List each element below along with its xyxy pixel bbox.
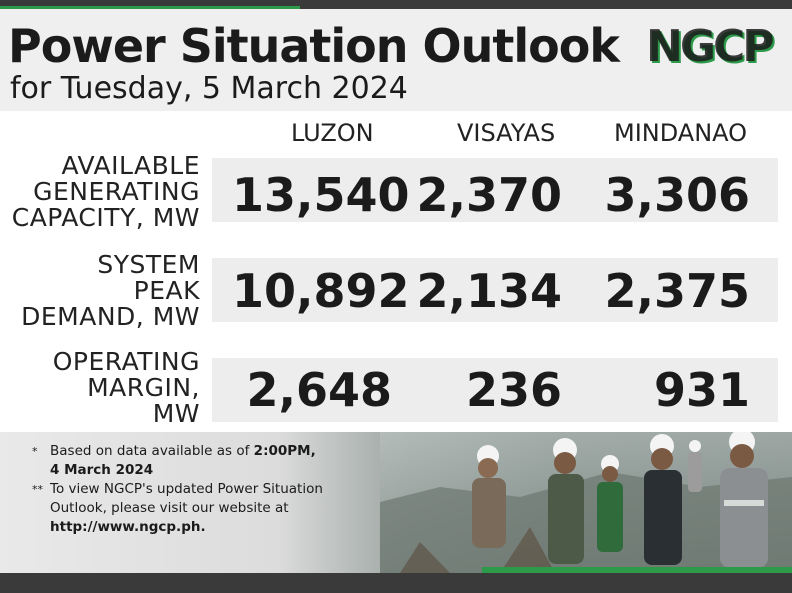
value-mindanao-capacity: 3,306 [604,168,750,222]
page-title: Power Situation Outlook [8,19,620,73]
row-band [212,258,778,322]
row-label-line: MARGIN, [87,373,200,402]
ngcp-logo: NGCP NGCP [648,21,778,71]
row-band [212,158,778,222]
page-subtitle: for Tuesday, 5 March 2024 [10,71,408,106]
row-label-line: SYSTEM [97,250,200,279]
header: Power Situation Outlook for Tuesday, 5 M… [0,9,792,111]
footnote-data-timestamp: * Based on data available as of 2:00PM, … [32,442,323,480]
footnote-text: Outlook, please visit our website at [50,500,289,516]
footnote-website: ** To view NGCP's updated Power Situatio… [32,480,323,537]
worker-figure [720,432,768,568]
row-label-line: AVAILABLE [61,151,200,180]
footnote-marker: ** [32,483,43,496]
column-header-luzon: LUZON [291,119,374,147]
row-band [212,358,778,422]
footnote-text: To view NGCP's updated Power Situation [50,481,323,497]
row-label-line: CAPACITY, MW [11,203,200,232]
column-header-visayas: VISAYAS [457,119,556,147]
footer-panel: * Based on data available as of 2:00PM, … [0,432,792,573]
worker-figure [597,455,623,552]
value-visayas-capacity: 2,370 [416,168,562,222]
value-visayas-demand: 2,134 [416,264,562,318]
value-mindanao-margin: 931 [653,363,750,417]
footnotes: * Based on data available as of 2:00PM, … [32,442,323,537]
field-workers-photo [380,432,792,573]
row-label-line: OPERATING [52,347,200,376]
value-mindanao-demand: 2,375 [604,264,750,318]
value-luzon-margin: 2,648 [246,363,392,417]
bottom-accent-stripe [482,567,792,573]
footnote-text: Based on data available as of [50,443,254,459]
footnote-date: 4 March 2024 [50,462,154,478]
worker-figure [472,445,506,548]
row-label-line: DEMAND, MW [21,302,200,331]
row-label-line: PEAK [133,276,200,305]
worker-figure [688,440,702,492]
svg-text:NGCP: NGCP [648,23,775,71]
bottom-bar [0,567,792,593]
top-bar [0,0,792,10]
row-label-available-capacity: AVAILABLE GENERATING CAPACITY, MW [12,153,200,231]
worker-figure [644,434,682,565]
website-link[interactable]: http://www.ngcp.ph. [50,519,206,535]
worker-figure [548,438,584,564]
footnote-time: 2:00PM, [253,443,316,459]
column-header-mindanao: MINDANAO [614,119,748,147]
svg-text:NGCP: NGCP [648,21,773,71]
value-visayas-margin: 236 [465,363,562,417]
row-label-line: GENERATING [33,177,200,206]
top-accent-stripe [0,6,300,10]
row-label-line: MW [152,399,200,428]
value-luzon-capacity: 13,540 [232,168,410,222]
row-label-peak-demand: SYSTEM PEAK DEMAND, MW [21,252,200,330]
value-luzon-demand: 10,892 [232,264,410,318]
row-label-operating-margin: OPERATING MARGIN, MW [53,349,200,427]
footnote-marker: * [32,445,38,458]
